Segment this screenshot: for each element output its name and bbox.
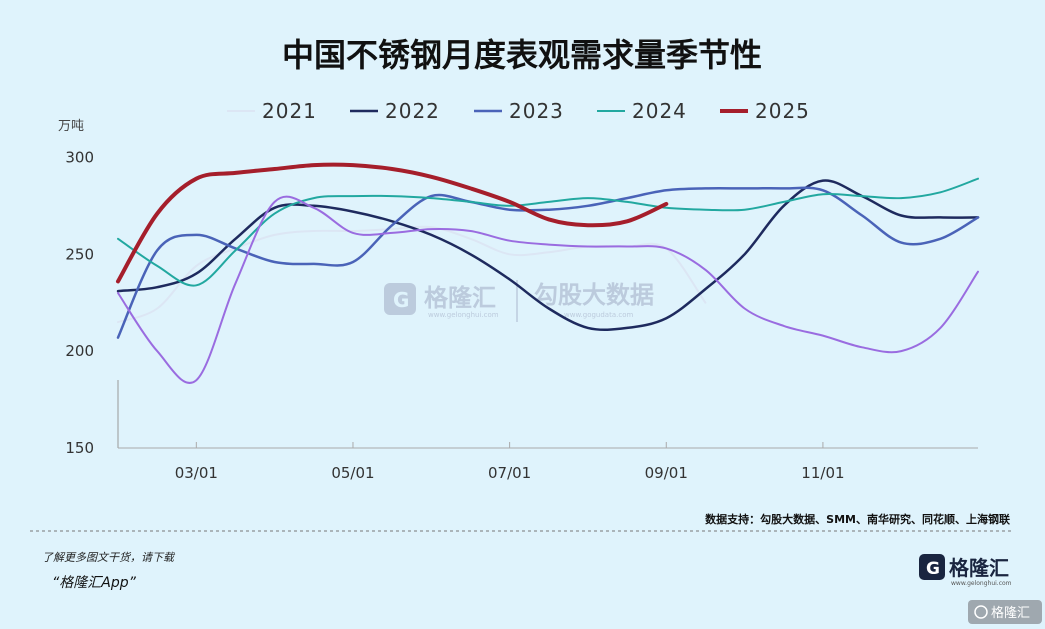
watermark-partner-url: www.gogudata.com (564, 311, 633, 319)
series-line-unlabeled-4 (117, 195, 979, 384)
legend-label-2024: 2024 (632, 99, 687, 123)
chart-title: 中国不锈钢月度表观需求量季节性 (282, 36, 762, 74)
brand-logo-text: 格隆汇 (949, 556, 1009, 580)
series-line-2022 (116, 179, 980, 331)
brand-logo-url: www.gelonghui.com (951, 580, 1012, 587)
y-ticks: 150 200 250 300 (65, 148, 94, 457)
legend-label-2021: 2021 (262, 99, 317, 123)
x-tick-label: 09/01 (645, 464, 688, 482)
series-line-2025 (116, 162, 669, 284)
corner-badge-text: 格隆汇 (991, 605, 1030, 621)
corner-badge-bg (968, 600, 1042, 624)
x-ticks: 03/01 05/01 07/01 09/01 11/01 (175, 442, 845, 482)
watermark-partner: 勾股大数据 (534, 281, 654, 309)
legend-label-2023: 2023 (509, 99, 564, 123)
y-tick-label: 150 (65, 439, 94, 457)
series-line-2024 (117, 177, 979, 287)
corner-badge-icon (974, 605, 988, 619)
promo-line-2: “格隆汇App” (52, 575, 137, 591)
watermark-brand: 格隆汇 (424, 284, 496, 312)
series-group (116, 162, 980, 384)
watermark: G 格隆汇 www.gelonghui.com 勾股大数据 www.goguda… (384, 280, 654, 322)
corner-badge: 格隆汇 (968, 600, 1042, 624)
series-line-2023 (116, 186, 980, 339)
legend-label-2025: 2025 (755, 99, 810, 123)
brand-logo-glyph: G (926, 559, 940, 579)
x-tick-label: 07/01 (488, 464, 531, 482)
watermark-logo-glyph: G (393, 288, 409, 312)
legend: 2021 2022 2023 2024 2025 (227, 99, 810, 123)
y-tick-label: 300 (65, 148, 94, 166)
legend-label-2022: 2022 (385, 99, 440, 123)
promo-line-1: 了解更多图文干货，请下载 (42, 551, 176, 564)
watermark-logo-icon (384, 283, 416, 315)
x-tick-label: 11/01 (801, 464, 844, 482)
x-tick-label: 05/01 (331, 464, 374, 482)
y-tick-label: 200 (65, 342, 94, 360)
x-tick-label: 03/01 (175, 464, 218, 482)
y-unit-label: 万吨 (58, 119, 84, 134)
brand-logo-icon (919, 554, 945, 580)
data-source: 数据支持：勾股大数据、SMM、南华研究、同花顺、上海钢联 (705, 512, 1010, 526)
y-tick-label: 250 (65, 245, 94, 263)
watermark-brand-url: www.gelonghui.com (428, 311, 499, 319)
brand-logo: G 格隆汇 www.gelonghui.com (919, 554, 1012, 587)
